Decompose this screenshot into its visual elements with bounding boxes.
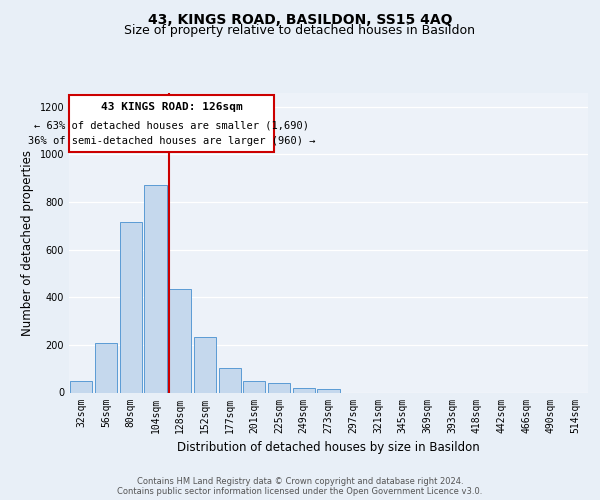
- Bar: [95, 342, 117, 392]
- Text: 36% of semi-detached houses are larger (960) →: 36% of semi-detached houses are larger (…: [28, 136, 316, 146]
- Text: ← 63% of detached houses are smaller (1,690): ← 63% of detached houses are smaller (1,…: [34, 120, 309, 130]
- Bar: [169, 289, 191, 393]
- Bar: [70, 380, 92, 392]
- Bar: [194, 336, 216, 392]
- Bar: [268, 384, 290, 392]
- Bar: [293, 388, 315, 392]
- Bar: [145, 186, 167, 392]
- Text: Contains public sector information licensed under the Open Government Licence v3: Contains public sector information licen…: [118, 486, 482, 496]
- Text: Size of property relative to detached houses in Basildon: Size of property relative to detached ho…: [125, 24, 476, 37]
- Bar: [218, 368, 241, 392]
- Y-axis label: Number of detached properties: Number of detached properties: [21, 150, 34, 336]
- X-axis label: Distribution of detached houses by size in Basildon: Distribution of detached houses by size …: [177, 441, 480, 454]
- Bar: [119, 222, 142, 392]
- Bar: [243, 380, 265, 392]
- Text: 43, KINGS ROAD, BASILDON, SS15 4AQ: 43, KINGS ROAD, BASILDON, SS15 4AQ: [148, 12, 452, 26]
- Bar: [317, 390, 340, 392]
- Text: 43 KINGS ROAD: 126sqm: 43 KINGS ROAD: 126sqm: [101, 102, 242, 112]
- FancyBboxPatch shape: [69, 95, 274, 152]
- Text: Contains HM Land Registry data © Crown copyright and database right 2024.: Contains HM Land Registry data © Crown c…: [137, 476, 463, 486]
